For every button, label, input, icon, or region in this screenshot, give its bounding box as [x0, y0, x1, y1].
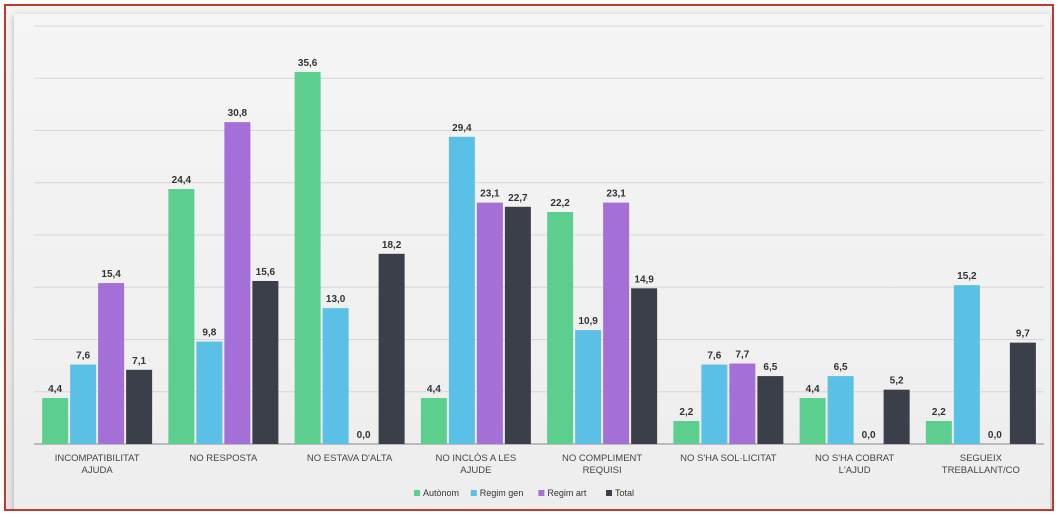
legend-label: Regim gen — [480, 488, 524, 498]
data-label: 5,2 — [890, 376, 904, 387]
category-label: NO INCLÒS A LES — [435, 453, 516, 464]
category-label: REQUISI — [583, 465, 622, 476]
data-label: 7,1 — [132, 356, 146, 367]
bar — [925, 421, 952, 444]
bar — [1009, 342, 1036, 444]
category-label: SEGUEIX — [960, 453, 1003, 464]
data-label: 13,0 — [326, 294, 346, 305]
bar — [799, 398, 826, 444]
data-label: 14,9 — [634, 274, 654, 285]
bar — [476, 202, 503, 444]
data-label: 4,4 — [806, 384, 820, 395]
legend-label: Regim art — [547, 488, 587, 498]
bar — [575, 330, 602, 444]
data-label: 0,0 — [357, 430, 371, 441]
data-label: 35,6 — [298, 58, 318, 69]
data-label: 0,0 — [862, 430, 876, 441]
legend-swatch — [414, 490, 420, 496]
bar — [631, 288, 658, 444]
legend-swatch — [538, 490, 545, 496]
bar — [701, 364, 728, 444]
category-label: L'AJUD — [839, 465, 871, 476]
category-label: INCOMPATIBILITAT — [55, 453, 140, 464]
category-label: NO ESTAVA D'ALTA — [307, 453, 393, 464]
bar — [673, 421, 700, 444]
data-label: 6,5 — [763, 362, 777, 373]
data-label: 6,5 — [834, 362, 848, 373]
chart-frame: 4,4 7,6 15,4 7,1 24,4 9,8 30,8 15,6 35,6 13,0 0,0 1… — [4, 4, 1054, 511]
data-label: 7,6 — [707, 351, 721, 362]
data-label: 30,8 — [228, 108, 248, 119]
data-label: 7,7 — [735, 350, 749, 361]
legend-item: Autònom — [414, 488, 459, 498]
data-label: 4,4 — [48, 384, 62, 395]
bar — [953, 285, 980, 444]
category-label: NO RESPOSTA — [189, 453, 258, 464]
category-label: AJUDE — [460, 465, 491, 476]
data-label: 2,2 — [679, 407, 693, 418]
bar — [294, 71, 321, 445]
chart-panel: 4,4 7,6 15,4 7,1 24,4 9,8 30,8 15,6 35,6 13,0 0,0 1… — [14, 14, 1050, 509]
bar — [378, 253, 405, 444]
legend-label: Autònom — [423, 488, 459, 498]
category-label: NO COMPLIMENT — [562, 453, 642, 464]
data-label: 15,2 — [957, 271, 977, 282]
legend-swatch — [470, 490, 477, 496]
data-label: 9,7 — [1016, 329, 1030, 340]
data-label: 18,2 — [382, 240, 402, 251]
data-label: 24,4 — [172, 175, 192, 186]
data-label: 7,6 — [76, 351, 90, 362]
bar — [729, 363, 756, 444]
bar — [252, 280, 279, 444]
bar — [603, 202, 630, 444]
data-label: 22,7 — [508, 193, 528, 204]
legend-item: Regim art — [538, 488, 587, 498]
data-labels: 4,4 7,6 15,4 7,1 24,4 9,8 30,8 15,6 35,6 13,0 0,0 1… — [48, 58, 1030, 441]
data-label: 10,9 — [578, 316, 598, 327]
bar — [757, 376, 784, 444]
category-label: NO S'HA SOL·LICITAT — [680, 453, 777, 464]
bar — [547, 212, 574, 444]
bars — [42, 71, 1036, 445]
bar — [196, 341, 223, 444]
data-label: 2,2 — [932, 407, 946, 418]
data-label: 0,0 — [988, 430, 1002, 441]
data-label: 23,1 — [606, 189, 626, 200]
category-label: TREBALLANT/CO — [942, 465, 1020, 476]
bar — [448, 136, 475, 444]
category-label: NO S'HA COBRAT — [815, 453, 894, 464]
legend-swatch — [606, 490, 612, 496]
data-label: 15,4 — [101, 269, 121, 280]
data-label: 9,8 — [202, 328, 216, 339]
bar — [504, 206, 531, 444]
category-label: AJUDA — [82, 465, 114, 476]
legend-label: Total — [615, 488, 634, 498]
bar — [168, 189, 195, 444]
bar — [42, 398, 69, 444]
data-label: 15,6 — [256, 267, 276, 278]
bar — [322, 308, 349, 444]
bar — [827, 376, 854, 444]
data-label: 29,4 — [452, 123, 472, 134]
bar — [98, 283, 125, 444]
legend-item: Regim gen — [470, 488, 524, 498]
bar — [420, 398, 447, 444]
data-label: 4,4 — [427, 384, 441, 395]
data-label: 23,1 — [480, 189, 500, 200]
bar — [224, 122, 251, 444]
bar — [883, 389, 910, 444]
data-label: 22,2 — [550, 198, 570, 209]
legend-item: Total — [606, 488, 634, 498]
legend: Autònom Regim gen Regim art Total — [414, 488, 634, 498]
bar — [126, 369, 153, 444]
bar — [70, 364, 97, 444]
bar-chart: 4,4 7,6 15,4 7,1 24,4 9,8 30,8 15,6 35,6 13,0 0,0 1… — [34, 25, 1044, 498]
